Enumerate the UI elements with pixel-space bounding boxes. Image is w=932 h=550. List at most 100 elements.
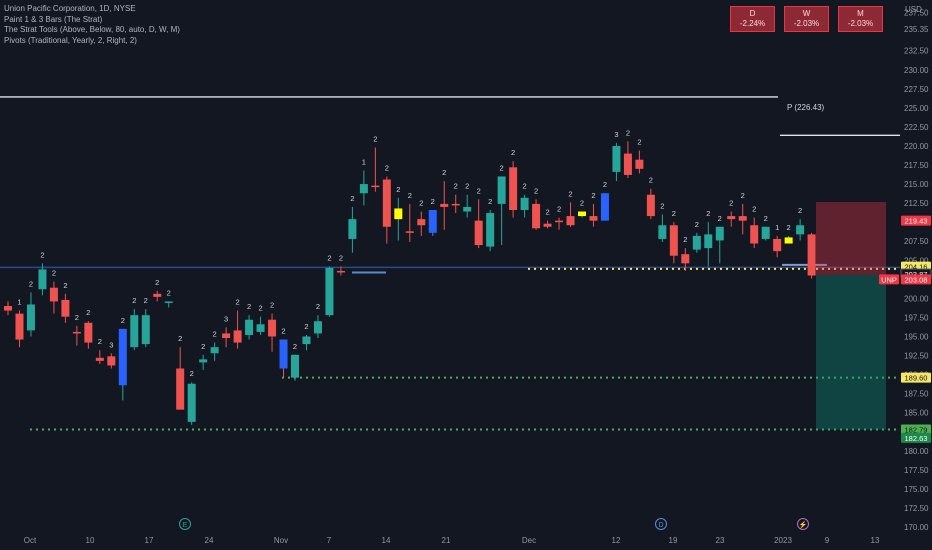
strat-label: 2 [40, 250, 44, 259]
candle-body [715, 226, 724, 241]
chart-legend: Union Pacific Corporation, 1D, NYSE Pain… [4, 4, 180, 46]
candle-body [440, 203, 449, 207]
earnings-icon [179, 518, 191, 530]
symbol-title[interactable]: Union Pacific Corporation, 1D, NYSE [4, 4, 136, 13]
price-tag-text: 203.08 [905, 275, 928, 284]
timeframe-change: -2.24% [739, 19, 766, 28]
price-tick-label: 170.00 [904, 523, 929, 532]
candles [4, 141, 816, 425]
strat-label: 2 [706, 209, 710, 218]
candle-body [681, 254, 690, 264]
strat-label: 1 [17, 298, 21, 307]
strat-label: 2 [201, 342, 205, 351]
price-tick-label: 195.00 [904, 332, 929, 341]
price-tick-label: 232.50 [904, 47, 929, 56]
strat-label: 1 [775, 223, 779, 232]
candle-body [555, 220, 564, 223]
candle-body [773, 238, 782, 252]
candle-body [199, 359, 208, 363]
strat-label: 2 [178, 334, 182, 343]
candle-body [348, 219, 357, 239]
strat-label: 2 [121, 316, 125, 325]
strat-label: 2 [695, 220, 699, 229]
target-zone [816, 274, 886, 430]
strat-label: 2 [477, 186, 481, 195]
price-tick-label: 227.50 [904, 85, 929, 94]
candle-body [302, 336, 311, 345]
price-tick-label: 177.50 [904, 466, 929, 475]
price-tick-label: 217.50 [904, 161, 929, 170]
strat-label: 2 [167, 288, 171, 297]
strat-label: 2 [649, 176, 653, 185]
price-tag [901, 424, 931, 435]
indicator-paint-bars[interactable]: Paint 1 & 3 Bars (The Strat) [4, 14, 103, 24]
strat-label: 2 [764, 214, 768, 223]
price-tick-label: 175.00 [904, 485, 929, 494]
risk-reward-tool[interactable] [816, 201, 886, 430]
strat-label: 2 [155, 278, 159, 287]
candle-body [486, 213, 495, 247]
time-tick-label: 2023 [774, 536, 792, 545]
price-tags: 219.43204.16203.87UNP203.08189.60182.791… [879, 215, 932, 443]
candle-body [566, 216, 575, 226]
price-tick-label: 212.50 [904, 199, 929, 208]
strat-label: 2 [465, 182, 469, 191]
time-tick-label: 23 [716, 536, 725, 545]
strat-label: 2 [683, 235, 687, 244]
price-tag-text: UNP [881, 275, 897, 284]
candle-body [692, 235, 701, 250]
time-tick-label: 19 [669, 536, 678, 545]
candle-body [646, 194, 655, 217]
strat-label: 2 [385, 163, 389, 172]
timeframe-box-monthly: M -2.03% [838, 6, 883, 32]
strat-label: 2 [75, 313, 79, 322]
candle-body [268, 319, 277, 337]
strat-label: 2 [488, 197, 492, 206]
candle-body [704, 234, 713, 249]
strat-label: 2 [672, 209, 676, 218]
candle-body [130, 315, 139, 348]
time-tick-label: 13 [871, 536, 880, 545]
candle-body [38, 269, 47, 290]
candle-body [669, 225, 678, 256]
time-axis[interactable]: Oct 10 17 24 Nov 7 14 21 Dec 12 19 23 2023 9 13 [24, 536, 880, 545]
currency-label: USD [905, 5, 922, 14]
dividend-icon [655, 518, 667, 530]
strat-label: 2 [454, 182, 458, 191]
time-tick-label: 14 [382, 536, 391, 545]
strat-label: 2 [236, 298, 240, 307]
candle-body [313, 321, 322, 334]
strat-label: 2 [327, 253, 331, 262]
price-tag [901, 372, 931, 383]
candle-body [15, 313, 24, 340]
candle-body [578, 211, 586, 217]
event-markers[interactable]: E D ⚡ [179, 518, 809, 530]
strat-label: 3 [109, 340, 113, 349]
candle-body [417, 219, 426, 226]
strat-label: 2 [557, 205, 561, 214]
candle-body [164, 301, 173, 303]
candle-body [26, 304, 35, 331]
strat-label: 2 [258, 304, 262, 313]
candle-body [635, 159, 644, 169]
price-tick-label: 180.00 [904, 447, 929, 456]
candle-body [95, 357, 104, 361]
indicator-pivots[interactable]: Pivots (Traditional, Yearly, 2, Right, 2… [4, 35, 137, 45]
strat-label: 2 [752, 205, 756, 214]
strat-label: 2 [86, 308, 90, 317]
price-tag [901, 274, 931, 285]
strat-label: 2 [419, 199, 423, 208]
candle-body [72, 331, 81, 334]
time-tick-label: 17 [145, 536, 154, 545]
time-tick-label: 24 [205, 536, 214, 545]
candle-body [359, 184, 368, 194]
timeframe-box-weekly: W -2.03% [784, 6, 829, 32]
strat-label: 2 [339, 253, 343, 262]
price-tick-label: 185.00 [904, 409, 929, 418]
indicator-strat-tools[interactable]: The Strat Tools (Above, Below, 80, auto,… [4, 25, 180, 34]
time-tick-label: Oct [24, 536, 37, 545]
candle-body [61, 299, 70, 317]
timeframe-label: D [749, 9, 756, 18]
time-tick-label: 21 [442, 536, 451, 545]
